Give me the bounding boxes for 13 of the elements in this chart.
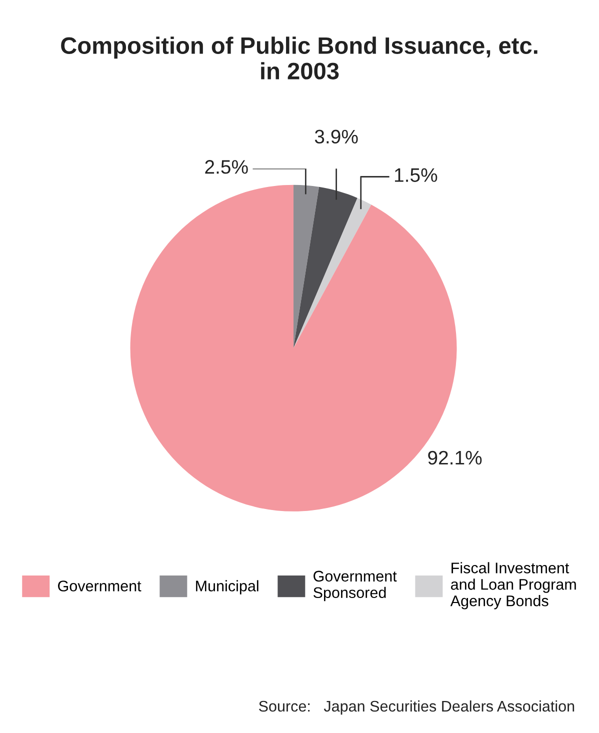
chart-title: Composition of Public Bond Issuance, etc. in 2003 xyxy=(61,36,538,80)
data-label: 92.1% xyxy=(428,450,482,465)
data-label: 3.9% xyxy=(314,130,358,144)
data-label: 1.5% xyxy=(395,168,438,182)
data-label: 2.5% xyxy=(205,160,248,174)
source-note: Source: Japan Securities Dealers Association xyxy=(258,700,574,715)
legend-label: Fiscal Investment and Loan Program Agency Bonds xyxy=(450,562,576,610)
pie-slice xyxy=(294,184,320,348)
pie-slice xyxy=(294,186,358,348)
legend-label: Municipal xyxy=(196,580,258,594)
legend-label: Government xyxy=(58,580,142,592)
pie-slice xyxy=(294,198,372,348)
legend-label: Government Sponsored xyxy=(313,570,397,602)
